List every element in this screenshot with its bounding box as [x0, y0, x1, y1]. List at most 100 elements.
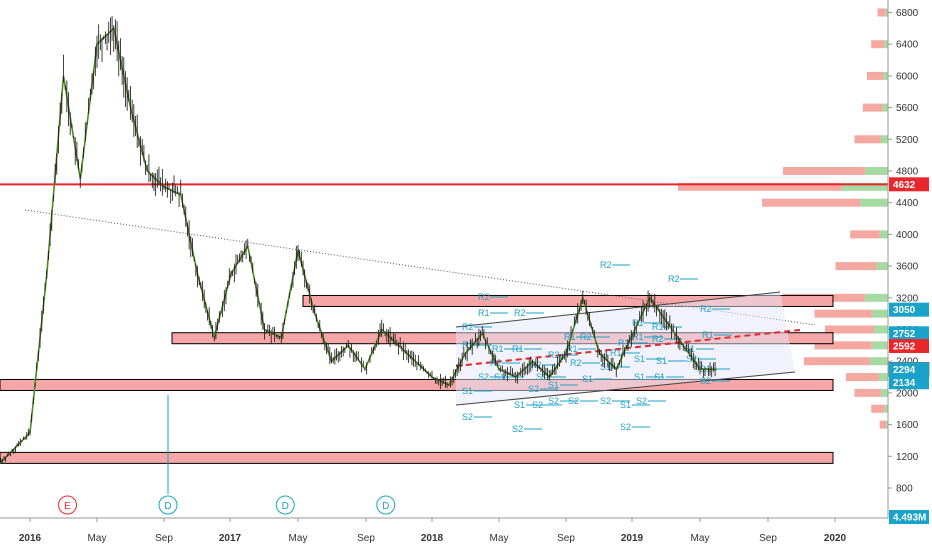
volume-bar [762, 198, 861, 207]
price-label-box [889, 375, 929, 390]
x-tick-label: Sep [759, 533, 777, 544]
pivot-label: R1 [632, 332, 644, 342]
volume-bar [862, 103, 883, 112]
y-tick-label: 6400 [896, 40, 919, 51]
pivot-label: R2 [668, 274, 680, 284]
volume-bar [884, 404, 888, 413]
pivot-label: R1 [492, 344, 504, 354]
zone-band [302, 294, 834, 307]
marker-circle [376, 495, 396, 515]
volume-bar [804, 357, 870, 366]
marker-circle [275, 495, 295, 515]
pivot-label: S1 [634, 372, 645, 382]
price-label-value: 2592 [893, 341, 916, 352]
price-series [0, 16, 717, 465]
pivot-label: S1 [634, 354, 645, 364]
x-tick-label: 2018 [421, 533, 444, 544]
price-label-box [889, 177, 929, 192]
pivot-label: S1 [620, 400, 631, 410]
volume-bar [886, 420, 888, 429]
pivot-label: S2 [512, 424, 523, 434]
price-label-box [889, 510, 929, 524]
volume-bar [860, 198, 888, 207]
pivot-label: R2 [652, 334, 664, 344]
volume-bar [871, 341, 888, 350]
pivot-label: S1 [548, 380, 559, 390]
pivot-label: S1 [654, 372, 665, 382]
pivot-label: S1 [462, 386, 473, 396]
marker-label: D [382, 501, 389, 512]
x-tick-label: 2017 [219, 533, 242, 544]
marker-label: D [164, 501, 171, 512]
x-tick-label: May [691, 533, 710, 544]
pivot-label: S1 [600, 362, 611, 372]
y-tick-label: 3600 [896, 262, 919, 273]
volume-bar [846, 373, 879, 382]
y-tick-label: 5200 [896, 135, 919, 146]
pivot-label: S2 [568, 396, 579, 406]
volume-bar [867, 71, 884, 80]
zone-band [0, 378, 834, 391]
y-tick-label: 6800 [896, 8, 919, 19]
price-label-box [889, 326, 929, 341]
volume-bar [882, 103, 888, 112]
y-tick-label: 3200 [896, 293, 919, 304]
pivot-label: R2 [570, 358, 582, 368]
volume-bar [825, 325, 875, 334]
volume-bar [884, 40, 888, 49]
pivot-label: R1 [512, 344, 524, 354]
pivot-label: S2 [478, 372, 489, 382]
pivot-label: S1 [656, 356, 667, 366]
volume-bar [871, 309, 888, 318]
marker-label: E [64, 501, 71, 512]
channel-lower [455, 371, 796, 406]
y-tick-label: 1200 [896, 452, 919, 463]
pivot-label: R2 [700, 304, 712, 314]
y-tick-label: 800 [896, 484, 913, 495]
price-label-value: 4.493M [893, 513, 926, 524]
pivot-label: S2 [532, 400, 543, 410]
volume-bar [841, 182, 888, 191]
volume-bar [878, 373, 888, 382]
pivot-label: S2 [548, 396, 559, 406]
zone-band [0, 451, 834, 464]
pivot-label: R2 [600, 260, 612, 270]
pivot-label: R2 [548, 350, 560, 360]
channel-upper [455, 291, 781, 328]
y-tick-label: 6000 [896, 71, 919, 82]
pivot-label: R1 [618, 338, 630, 348]
pivot-label: S2 [620, 422, 631, 432]
volume-bar [864, 293, 888, 302]
pivot-label: R1 [652, 322, 664, 332]
price-label-value: 2134 [893, 378, 916, 389]
volume-bar [850, 230, 880, 239]
volume-bar [879, 420, 887, 429]
x-tick-label: May [490, 533, 509, 544]
y-tick-label: 4400 [896, 198, 919, 209]
pivot-label: R1 [462, 340, 474, 350]
pivot-label: R2 [462, 322, 474, 332]
volume-bar [879, 230, 888, 239]
price-label-box [889, 302, 929, 317]
pivot-label: R1 [564, 332, 576, 342]
pivot-label: R2 [478, 292, 490, 302]
x-tick-label: Sep [155, 533, 173, 544]
price-label-box [889, 338, 929, 353]
pivot-label: S2 [462, 412, 473, 422]
volume-bar [814, 341, 872, 350]
pivot-label: S2 [636, 396, 647, 406]
price-label-box [889, 362, 929, 377]
volume-bar [880, 388, 888, 397]
volume-bar [869, 357, 888, 366]
volume-bar [835, 262, 877, 271]
y-tick-label: 2000 [896, 388, 919, 399]
volume-bar [871, 40, 885, 49]
volume-profile [678, 8, 888, 429]
price-label-value: 3050 [893, 305, 916, 316]
marker-label: D [282, 501, 289, 512]
y-tick-label: 5600 [896, 103, 919, 114]
volume-bar [885, 8, 888, 17]
price-line [0, 26, 717, 465]
x-tick-label: 2016 [19, 533, 42, 544]
